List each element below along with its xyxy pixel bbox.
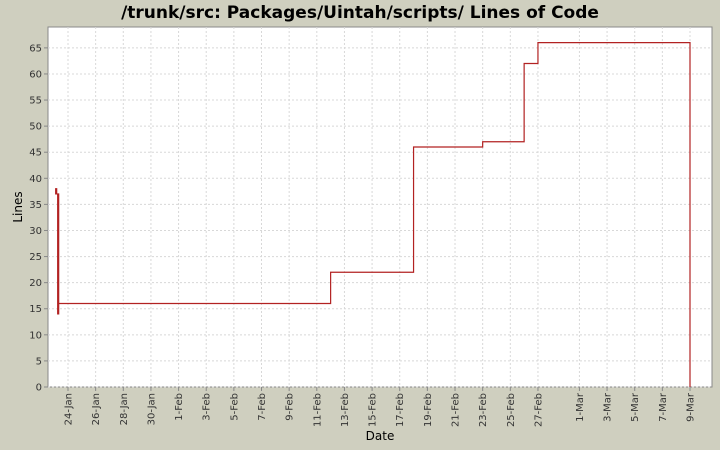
x-tick-label: 3-Mar: [603, 392, 614, 422]
x-tick-label: 15-Feb: [368, 393, 379, 427]
x-tick-label: 30-Jan: [146, 393, 157, 425]
y-tick-label: 20: [29, 278, 42, 289]
y-tick-label: 40: [29, 174, 42, 185]
x-tick-label: 17-Feb: [395, 393, 406, 427]
x-tick-label: 26-Jan: [91, 393, 102, 425]
x-tick-label: 27-Feb: [533, 393, 544, 427]
y-tick-label: 35: [29, 200, 42, 211]
y-tick-label: 60: [29, 69, 42, 80]
x-tick-label: 3-Feb: [202, 393, 213, 421]
y-tick-label: 15: [29, 304, 42, 315]
y-tick-label: 10: [29, 330, 42, 341]
x-tick-label: 5-Feb: [229, 393, 240, 421]
y-axis-label: Lines: [11, 191, 25, 222]
x-tick-label: 7-Mar: [658, 392, 669, 422]
y-tick-label: 5: [36, 356, 42, 367]
series-line: [55, 42, 691, 387]
y-tick-label: 65: [29, 43, 42, 54]
y-tick-label: 50: [29, 122, 42, 133]
x-tick-label: 28-Jan: [119, 393, 130, 425]
x-tick-label: 11-Feb: [312, 393, 323, 427]
x-tick-label: 9-Feb: [285, 393, 296, 421]
y-tick-label: 0: [36, 383, 42, 394]
x-tick-label: 1-Mar: [575, 392, 586, 422]
plot-area: [47, 26, 713, 388]
chart-title: /trunk/src: Packages/Uintah/scripts/ Lin…: [121, 3, 599, 23]
x-tick-label: 21-Feb: [451, 393, 462, 427]
x-tick-label: 19-Feb: [423, 393, 434, 427]
x-tick-label: 23-Feb: [478, 393, 489, 427]
x-tick-label: 5-Mar: [630, 392, 641, 422]
y-tick-label: 55: [29, 96, 42, 107]
y-tick-label: 25: [29, 252, 42, 263]
x-tick-label: 13-Feb: [340, 393, 351, 427]
x-tick-label: 25-Feb: [506, 393, 517, 427]
y-tick-label: 45: [29, 148, 42, 159]
x-tick-label: 7-Feb: [257, 393, 268, 421]
y-tick-label: 30: [29, 226, 42, 237]
x-tick-label: 24-Jan: [64, 393, 75, 425]
x-tick-label: 9-Mar: [686, 392, 697, 422]
x-axis-label: Date: [366, 429, 395, 443]
x-tick-label: 1-Feb: [174, 393, 185, 421]
